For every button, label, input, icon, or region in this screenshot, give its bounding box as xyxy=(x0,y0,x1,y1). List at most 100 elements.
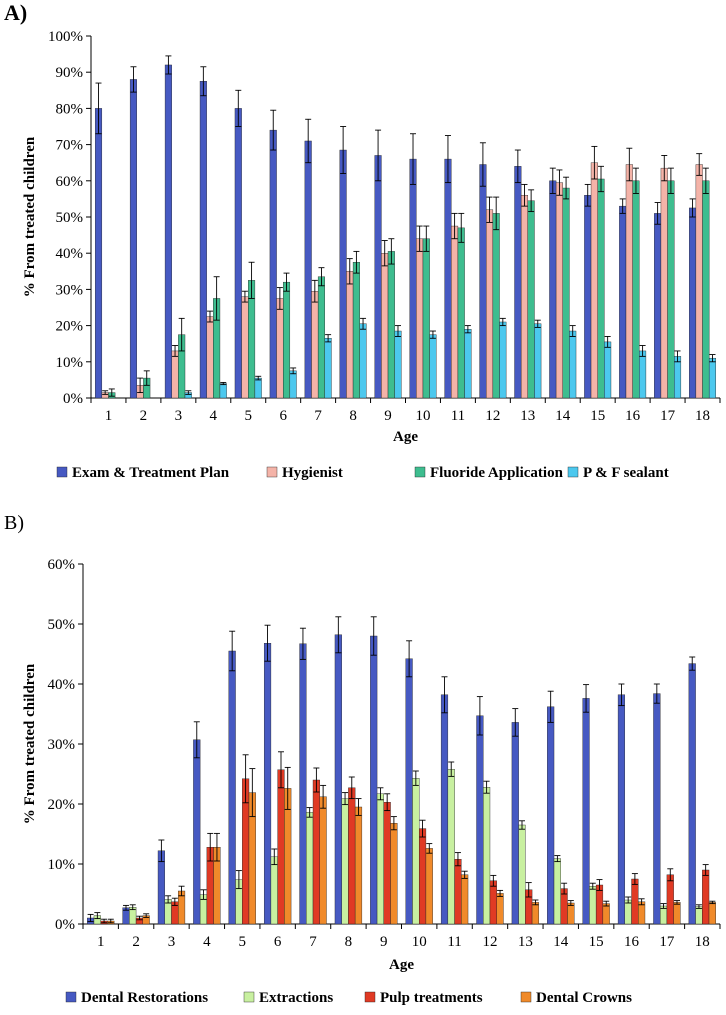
y-tick-label: 70% xyxy=(56,138,84,154)
bar-dental-crowns-age-11 xyxy=(461,874,469,925)
y-tick-label: 80% xyxy=(56,101,84,117)
bar-dental-restorations-age-18 xyxy=(688,663,696,925)
x-tick-label: 11 xyxy=(447,934,461,950)
bar-dental-restorations-age-15 xyxy=(582,698,590,925)
y-tick-label: 40% xyxy=(56,246,84,262)
legend-label-hygienist: Hygienist xyxy=(282,465,343,481)
bar-dental-restorations-age-7 xyxy=(299,643,307,925)
chart-a: 0%10%20%30%40%50%60%70%80%90%100%1 2 3 4 5 6 7… xyxy=(22,29,721,481)
x-tick-label: 6 xyxy=(279,408,287,424)
legend-swatch-exam-treatment-plan xyxy=(56,466,68,478)
y-tick-label: 50% xyxy=(48,617,76,633)
y-tick-label: 100% xyxy=(48,29,83,45)
bar-dental-restorations-age-9 xyxy=(370,635,378,925)
y-tick-label: 0% xyxy=(63,391,83,407)
bar-extractions-age-7 xyxy=(306,812,314,925)
x-tick-label: 2 xyxy=(132,934,140,950)
x-tick-label: 13 xyxy=(518,934,533,950)
y-tick-label: 30% xyxy=(56,282,84,298)
bar-extractions-age-16 xyxy=(624,899,632,925)
legend-label-extractions: Extractions xyxy=(259,990,333,1006)
bar-dental-restorations-age-17 xyxy=(653,693,661,925)
x-tick-label: 3 xyxy=(168,934,176,950)
bar-extractions-age-6 xyxy=(270,856,278,925)
x-tick-label: 5 xyxy=(239,934,247,950)
bar-dental-crowns-age-8 xyxy=(354,806,363,925)
y-tick-label: 30% xyxy=(48,737,76,753)
legend-label-exam-treatment-plan: Exam & Treatment Plan xyxy=(72,465,230,481)
bar-extractions-age-8 xyxy=(341,798,349,925)
bar-dental-restorations-age-16 xyxy=(617,694,626,925)
x-tick-label: 7 xyxy=(314,408,322,424)
panel-label-b: B) xyxy=(4,512,24,534)
y-tick-label: 50% xyxy=(56,210,84,226)
x-tick-label: 18 xyxy=(695,934,710,950)
bar-pulp-treatments-age-18 xyxy=(702,869,710,925)
x-axis-title: Age xyxy=(389,957,414,973)
bar-dental-restorations-age-14 xyxy=(547,706,555,925)
bar-extractions-age-9 xyxy=(376,793,385,925)
y-tick-label: 0% xyxy=(55,917,75,933)
bar-dental-crowns-age-12 xyxy=(496,893,504,925)
legend-label-fluoride-application: Fluoride Application xyxy=(430,465,564,481)
legend-swatch-dental-crowns xyxy=(520,991,532,1003)
x-tick-label: 17 xyxy=(660,408,676,424)
bar-dental-restorations-age-13 xyxy=(511,722,519,925)
y-tick-label: 40% xyxy=(48,677,76,693)
x-tick-label: 1 xyxy=(97,934,105,950)
bar-dental-crowns-age-7 xyxy=(319,796,327,925)
x-tick-label: 7 xyxy=(309,934,317,950)
legend-label-dental-crowns: Dental Crowns xyxy=(536,990,632,1006)
bar-extractions-age-12 xyxy=(483,787,491,925)
x-tick-label: 12 xyxy=(482,934,497,950)
bar-extractions-age-14 xyxy=(553,858,561,925)
y-tick-label: 20% xyxy=(48,797,76,813)
x-tick-label: 13 xyxy=(520,408,535,424)
y-tick-label: 90% xyxy=(56,65,84,81)
x-tick-label: 12 xyxy=(485,408,500,424)
legend-label-p-f-sealant: P & F sealant xyxy=(583,465,669,481)
bar-extractions-age-18 xyxy=(695,906,703,925)
x-tick-label: 6 xyxy=(274,934,282,950)
x-tick-label: 16 xyxy=(624,934,640,950)
bar-dental-restorations-age-4 xyxy=(193,739,201,925)
legend-label-pulp-treatments: Pulp treatments xyxy=(380,990,483,1006)
x-tick-label: 15 xyxy=(589,934,604,950)
bar-pulp-treatments-age-7 xyxy=(312,779,320,925)
x-tick-label: 14 xyxy=(553,934,569,950)
legend-swatch-p-f-sealant xyxy=(567,466,579,478)
legend-swatch-pulp-treatments xyxy=(364,991,376,1003)
y-tick-label: 60% xyxy=(56,174,84,190)
y-axis-title: % From treated children xyxy=(22,136,38,297)
bar-dental-restorations-age-5 xyxy=(228,650,236,925)
x-tick-label: 2 xyxy=(140,408,148,424)
bar-pulp-treatments-age-16 xyxy=(631,878,639,925)
x-tick-label: 15 xyxy=(590,408,605,424)
bar-dental-crowns-age-14 xyxy=(567,902,575,925)
y-axis-title: % From treated children xyxy=(22,663,38,824)
legend-label-dental-restorations: Dental Restorations xyxy=(81,990,208,1006)
bar-dental-crowns-age-17 xyxy=(673,902,681,925)
x-tick-label: 16 xyxy=(625,408,641,424)
x-tick-label: 4 xyxy=(203,934,211,950)
bar-extractions-age-15 xyxy=(589,886,597,925)
bar-extractions-age-10 xyxy=(412,778,420,925)
legend-swatch-dental-restorations xyxy=(65,991,77,1003)
x-tick-label: 9 xyxy=(380,934,388,950)
bar-dental-crowns-age-15 xyxy=(602,903,610,925)
bar-dental-crowns-age-18 xyxy=(708,902,716,925)
x-tick-label: 11 xyxy=(451,408,465,424)
x-tick-label: 10 xyxy=(415,408,430,424)
bar-pulp-treatments-age-9 xyxy=(383,802,391,925)
x-tick-label: 8 xyxy=(345,934,353,950)
bar-dental-restorations-age-6 xyxy=(263,643,272,925)
bar-pulp-treatments-age-11 xyxy=(454,859,462,925)
x-axis-title: Age xyxy=(393,429,418,445)
bar-dental-restorations-age-12 xyxy=(476,715,484,925)
bar-extractions-age-13 xyxy=(518,824,526,925)
bar-dental-restorations-age-8 xyxy=(334,634,342,925)
bar-dental-crowns-age-10 xyxy=(425,848,433,925)
bar-dental-restorations-age-10 xyxy=(405,658,413,925)
x-tick-label: 4 xyxy=(210,408,218,424)
